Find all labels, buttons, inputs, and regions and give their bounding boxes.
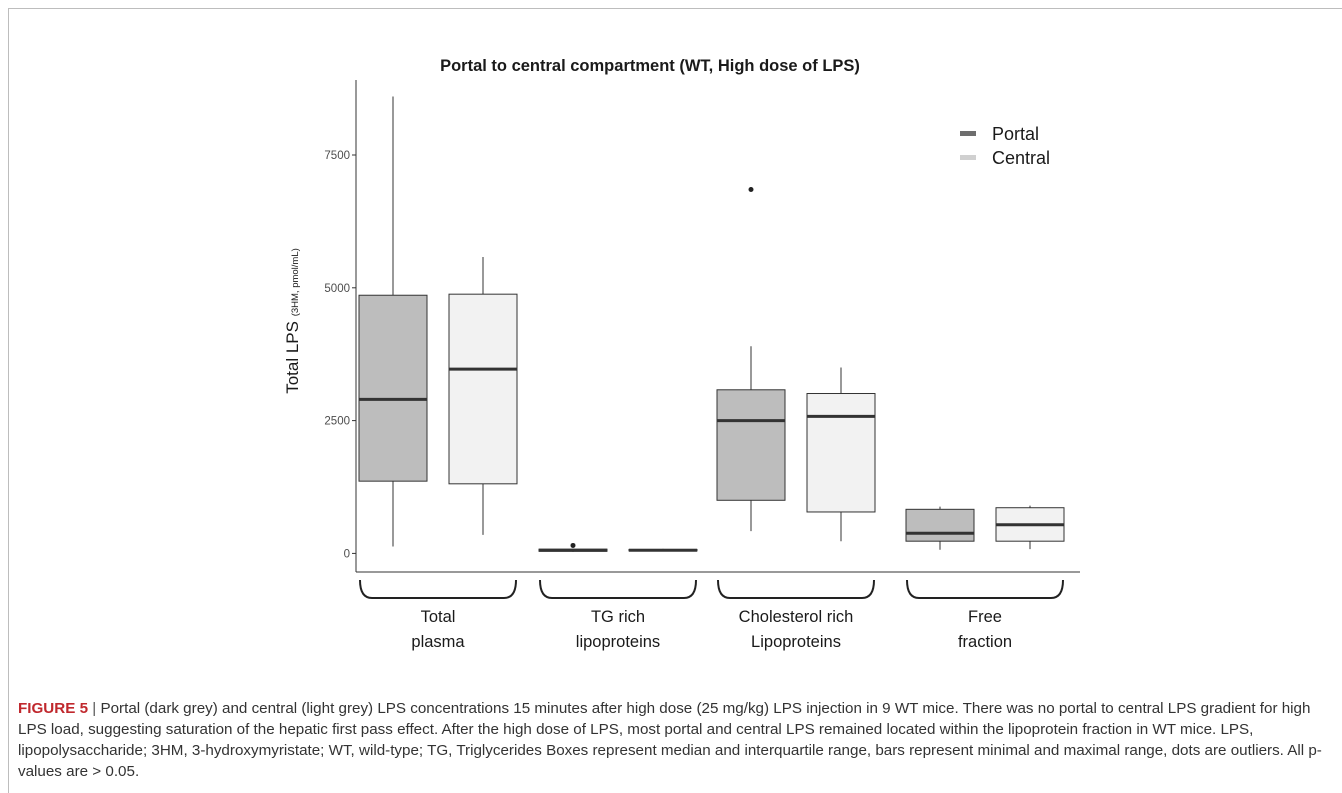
box-portal <box>716 389 786 501</box>
group-label: Cholesterol rich <box>739 608 854 626</box>
group-bracket <box>539 579 697 599</box>
box-portal <box>905 508 975 542</box>
legend-swatch <box>960 131 976 136</box>
group-label: Lipoproteins <box>751 633 841 651</box>
outlier-point <box>748 187 754 193</box>
box-portal <box>358 294 428 482</box>
legend-label: Portal <box>992 124 1039 144</box>
box-central <box>806 393 876 513</box>
chart-title: Portal to central compartment (WT, High … <box>440 57 860 75</box>
caption-text: Portal (dark grey) and central (light gr… <box>18 700 1322 780</box>
group-bracket <box>717 579 875 599</box>
group-label: TG rich <box>591 608 645 626</box>
y-axis-label-main: Total LPS <box>283 316 302 394</box>
group-label: lipoproteins <box>576 633 660 651</box>
legend-swatch <box>960 155 976 160</box>
y-axis-label-unit: (3HM, pmol/mL) <box>290 248 301 316</box>
group-bracket <box>906 579 1064 599</box>
group-label: Free <box>968 608 1002 626</box>
group-bracket <box>359 579 517 599</box>
figure-frame <box>8 8 1342 793</box>
y-tick-label: 0 <box>344 548 350 560</box>
legend-label: Central <box>992 148 1050 168</box>
y-tick-label: 7500 <box>324 150 350 162</box>
box-central <box>448 293 518 485</box>
outlier-point <box>570 542 576 548</box>
group-label: Total <box>421 608 456 626</box>
y-tick-label: 2500 <box>324 416 350 428</box>
caption-figure-label: FIGURE 5 <box>18 700 89 717</box>
group-label: plasma <box>411 633 465 651</box>
y-axis-label: Total LPS (3HM, pmol/mL) <box>283 248 302 394</box>
box-plot-chart: Portal to central compartment (WT, High … <box>283 57 1080 651</box>
figure-caption: FIGURE 5 | Portal (dark grey) and centra… <box>18 698 1334 782</box>
y-tick-label: 5000 <box>324 283 350 295</box>
caption-separator: | <box>92 700 97 717</box>
group-label: fraction <box>958 633 1012 651</box>
